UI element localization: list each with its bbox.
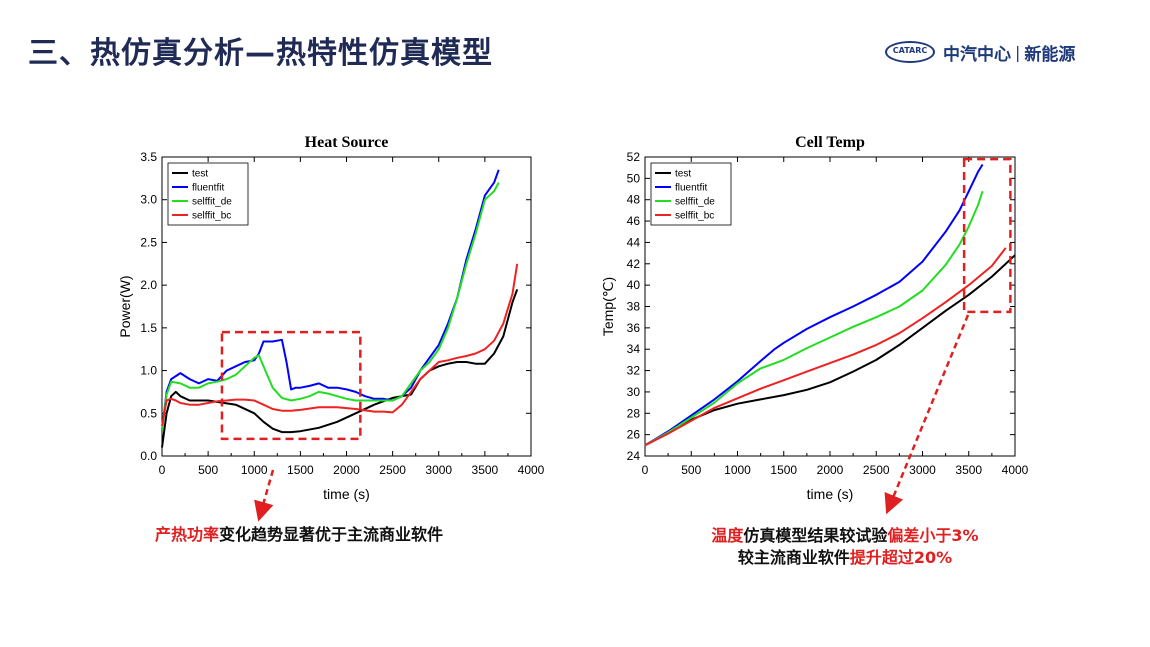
y-tick-label: 44 [627, 235, 641, 249]
heat-source-chart: Heat Source 0 500 1000 1500 2000 2500 3000 3500 4… [117, 134, 545, 502]
brand-separator: | [1015, 42, 1021, 62]
caption-run: 较主流商业软件 [737, 548, 850, 567]
series-line-selffit_bc [644, 247, 1007, 447]
y-tick-label: 46 [627, 214, 641, 228]
y-tick-label: 24 [627, 449, 641, 463]
y-tick-label: 48 [627, 193, 641, 207]
x-tick-label: 1500 [770, 463, 797, 477]
y-tick-label: 2.5 [140, 235, 157, 249]
legend-label: selffit_de [192, 197, 232, 208]
caption-left: 产热功率变化趋势显著优于主流商业软件 [155, 521, 515, 545]
x-tick-label: 500 [198, 463, 218, 477]
caption-right-line2: 较主流商业软件提升超过20% [630, 544, 1060, 568]
x-axis-label: time (s) [323, 486, 370, 502]
brand-subtitle: 新能源 [1024, 44, 1076, 65]
caption-run: 产热功率 [155, 525, 220, 544]
x-tick-label: 4000 [518, 463, 545, 477]
annotation-arrow-left [254, 469, 275, 522]
legend-label: test [675, 169, 691, 180]
x-tick-label: 4000 [1002, 463, 1029, 477]
y-tick-label: 42 [627, 257, 641, 271]
y-tick-label: 0.0 [140, 449, 157, 463]
legend-label: test [192, 169, 208, 180]
chart-title: Heat Source [305, 134, 389, 151]
caption-run: 偏差小于3% [887, 526, 979, 545]
x-tick-label: 3500 [955, 463, 982, 477]
x-tick-label: 2000 [817, 463, 844, 477]
series-line-test [161, 289, 519, 448]
caption-run: 仿真模型结果较试验 [743, 526, 888, 545]
y-tick-label: 1.0 [140, 364, 157, 378]
catarc-logo-icon: CATARC [885, 41, 935, 63]
x-tick-label: 1500 [287, 463, 314, 477]
y-tick-label: 38 [627, 300, 641, 314]
x-tick-label: 2500 [863, 463, 890, 477]
caption-run: 变化趋势显著优于主流商业软件 [219, 525, 444, 544]
y-tick-label: 0.5 [140, 406, 157, 420]
y-tick-label: 1.5 [140, 321, 157, 335]
legend-label: selffit_bc [675, 211, 714, 222]
y-tick-label: 32 [627, 364, 641, 378]
caption-run: 温度 [711, 526, 744, 545]
y-tick-label: 40 [627, 278, 641, 292]
caption-right-line1: 温度仿真模型结果较试验偏差小于3% [630, 522, 1060, 546]
annotation-arrow-right [884, 314, 970, 515]
legend-label: selffit_de [675, 197, 715, 208]
series-line-fluentfit [161, 169, 500, 431]
x-tick-label: 1000 [724, 463, 751, 477]
x-tick-label: 2500 [379, 463, 406, 477]
x-tick-label: 0 [642, 463, 649, 477]
y-tick-label: 26 [627, 428, 641, 442]
x-tick-label: 3000 [425, 463, 452, 477]
brand-name: 中汽中心 [943, 44, 1011, 65]
y-tick-label: 30 [627, 385, 641, 399]
y-tick-label: 3.0 [140, 193, 157, 207]
chart-title: Cell Temp [795, 134, 865, 151]
y-tick-label: 28 [627, 406, 641, 420]
x-tick-label: 3000 [909, 463, 936, 477]
cell-temp-chart: Cell Temp 0 500 1000 1500 2000 2500 3000 3500 400… [600, 134, 1029, 502]
y-tick-label: 34 [627, 342, 641, 356]
page-title: 三、热仿真分析—热特性仿真模型 [28, 36, 493, 71]
logo-text: CATARC [892, 46, 928, 55]
y-axis-label: Temp(℃) [600, 277, 616, 336]
y-tick-label: 36 [627, 321, 641, 335]
series-line-selffit_de [161, 182, 500, 431]
x-tick-label: 2000 [333, 463, 360, 477]
legend-label: selffit_bc [192, 211, 231, 222]
x-tick-label: 3500 [472, 463, 499, 477]
highlight-box [220, 330, 362, 441]
series-line-selffit_bc [161, 263, 519, 427]
legend-label: fluentfit [192, 183, 224, 194]
x-tick-label: 0 [159, 463, 166, 477]
y-tick-label: 50 [627, 171, 641, 185]
series-line-selffit_de [644, 190, 984, 447]
brand-logo: CATARC 中汽中心 | 新能源 [885, 38, 1075, 66]
caption-run: 提升超过20% [849, 548, 953, 567]
x-tick-label: 500 [681, 463, 701, 477]
highlight-box [962, 157, 1012, 314]
series-line-fluentfit [644, 163, 984, 447]
y-tick-label: 2.0 [140, 278, 157, 292]
x-axis-label: time (s) [807, 486, 854, 502]
y-tick-label: 52 [627, 150, 641, 164]
legend-label: fluentfit [675, 183, 707, 194]
x-tick-label: 1000 [241, 463, 268, 477]
y-tick-label: 3.5 [140, 150, 157, 164]
y-axis-label: Power(W) [117, 275, 133, 337]
